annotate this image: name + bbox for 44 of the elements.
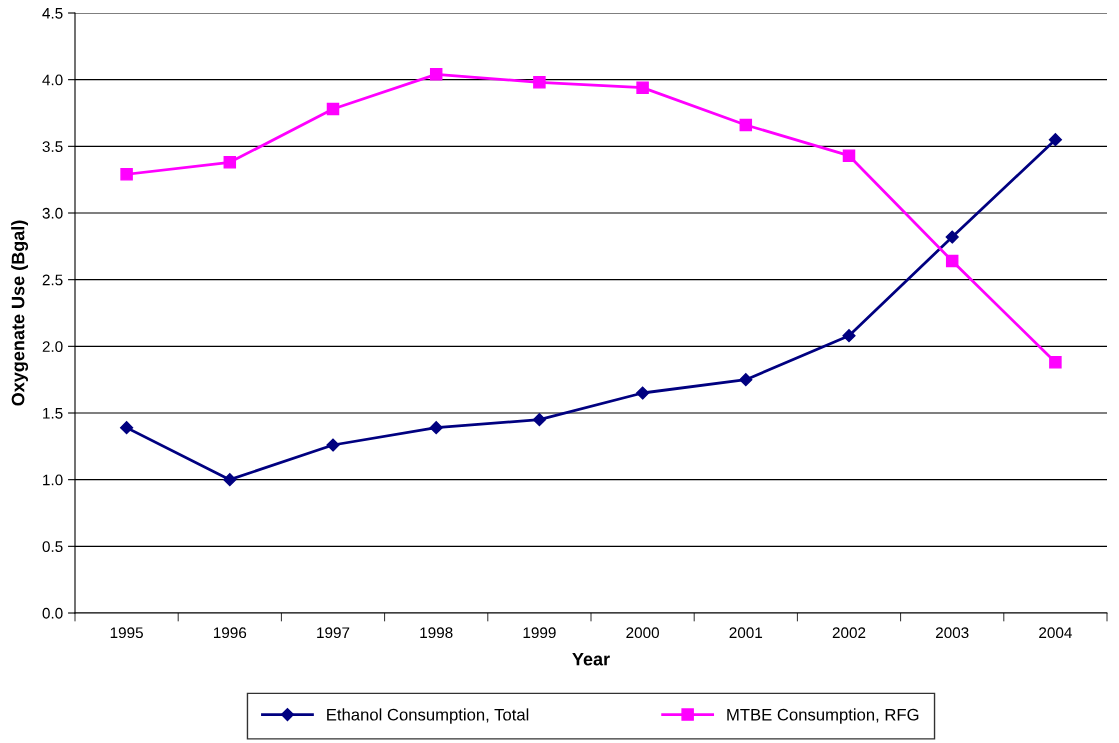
point [532,413,546,427]
point [223,156,237,169]
point [739,118,753,132]
point [1049,356,1062,369]
point [842,149,856,162]
point [326,438,340,452]
y-tick-label: 2.0 [42,341,63,353]
point [842,329,856,343]
y-axis-title: Oxygenate Use (Bgal) [11,220,29,406]
x-tick-label: 1999 [523,627,556,639]
x-tick-label: 1998 [420,627,453,639]
point [945,254,959,268]
y-tick-label: 4.5 [42,8,63,19]
point [223,473,237,487]
x-tick-label: 2003 [935,627,969,639]
y-tick-label: 3.0 [42,207,63,219]
x-tick-label: 2000 [626,627,659,639]
x-tick-label: 1997 [317,627,350,639]
y-tick-label: 0.0 [42,607,63,619]
point [739,373,753,387]
y-tick-label: 1.0 [43,474,63,486]
x-tick-label: 1996 [213,627,247,639]
y-tick-label: 4.0 [42,74,63,86]
y-tick-label: 1.5 [43,408,63,419]
y-tick-label: 2.5 [42,274,63,286]
point [429,421,443,435]
x-tick-label: 2001 [729,627,763,639]
point [945,230,959,244]
x-tick-label: 2004 [1039,627,1072,639]
x-tick-label: 1995 [110,627,143,639]
legend-label: MTBE Consumption, RFG [727,708,919,724]
y-tick-label: 3.5 [42,141,63,153]
x-axis-title: Year [572,652,610,666]
point [120,168,133,181]
point [1048,133,1062,147]
legend-label: Ethanol Consumption, Total [327,708,529,724]
point [429,68,443,81]
point [636,81,649,94]
y-tick-label: 0.5 [42,541,63,553]
x-tick-label: 2002 [832,627,866,639]
point [120,421,134,435]
point [533,76,546,89]
point [326,102,340,116]
point [636,386,650,400]
